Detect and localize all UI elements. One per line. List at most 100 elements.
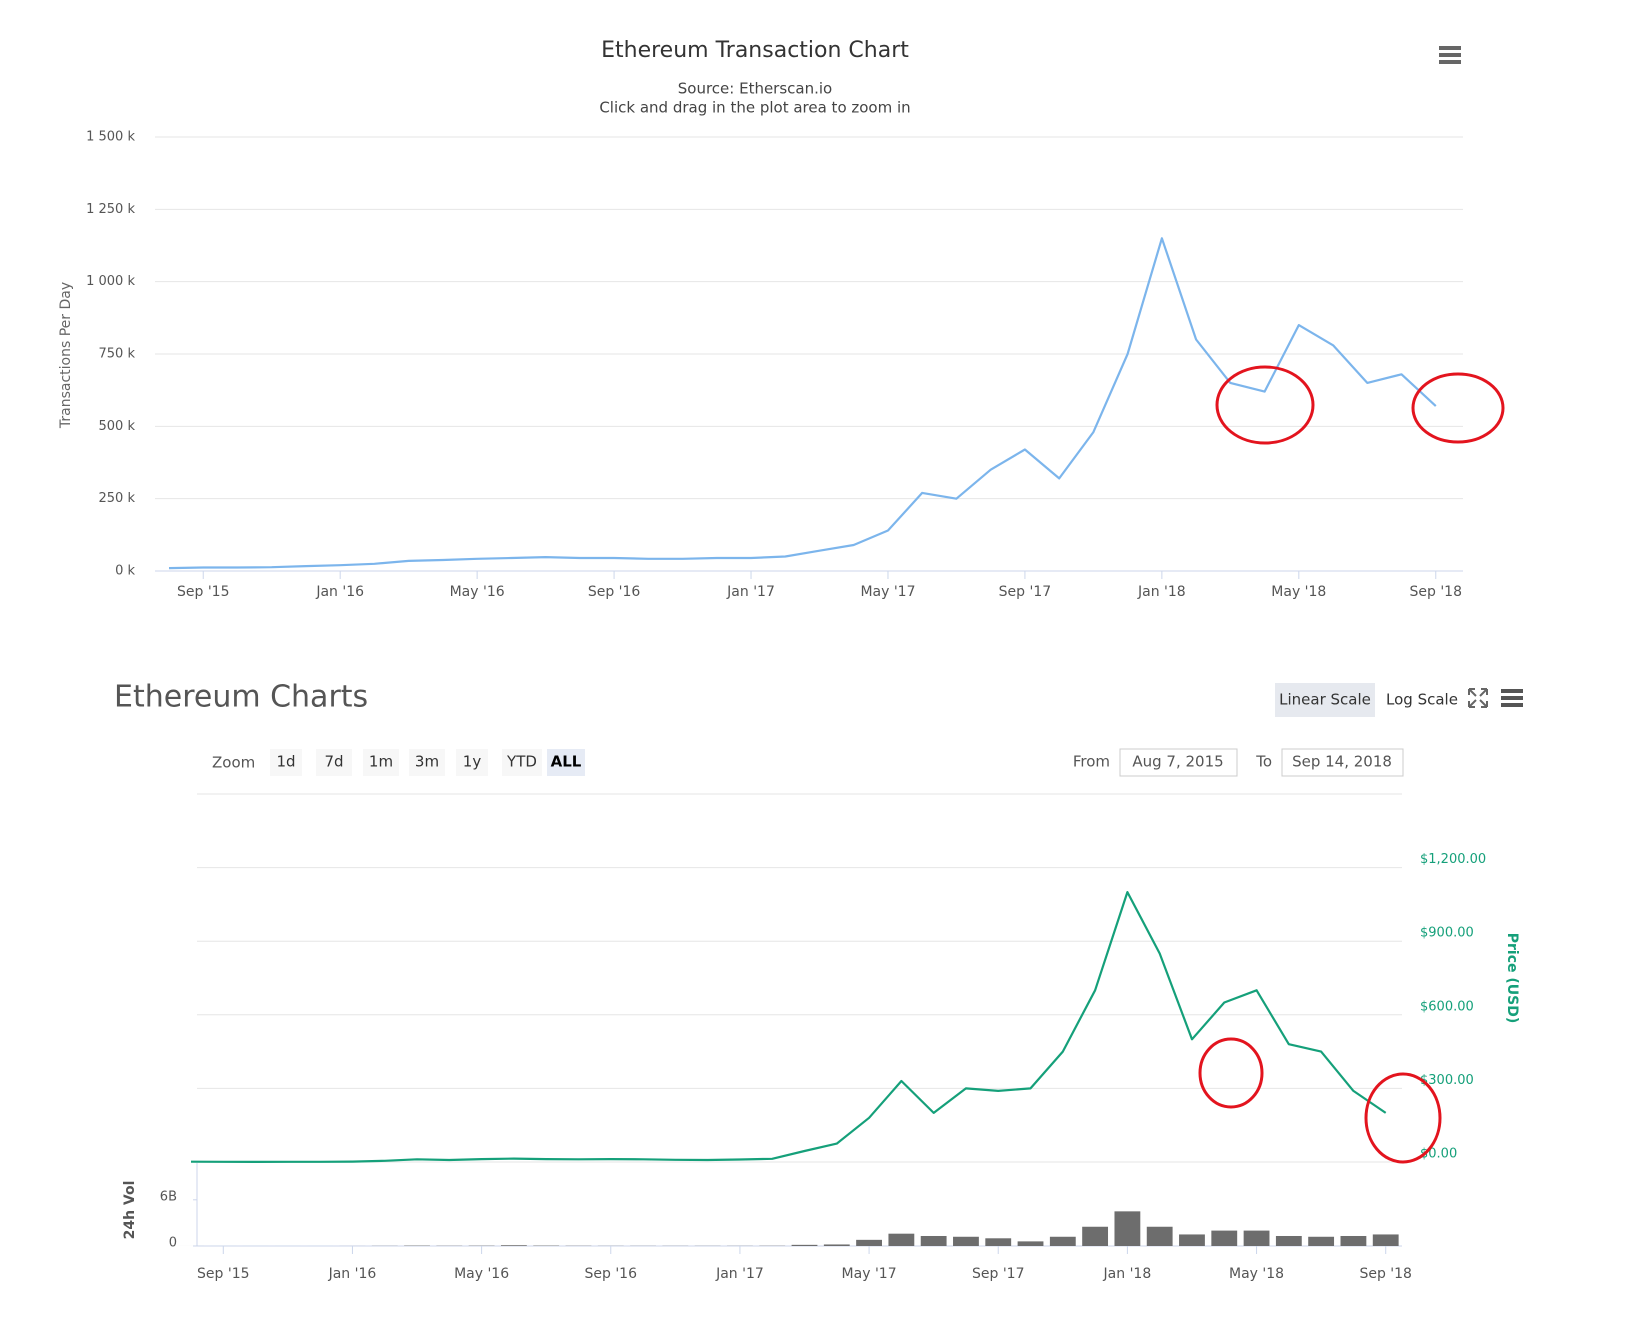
x-tick-label: May '16 [454,1266,509,1282]
bar [1211,1230,1238,1246]
x-tick-label: Sep '15 [197,1266,250,1282]
y-tick-label: 1 250 k [86,202,135,217]
menu-bar [1439,53,1461,57]
y-tick-label: 1 000 k [86,274,135,289]
x-tick-label: Jan '18 [1137,584,1186,600]
zoom-button[interactable]: 1m [363,749,399,776]
menu-button[interactable] [1439,46,1461,64]
to-label: To [1255,753,1272,771]
button-label: Log Scale [1386,691,1458,709]
button-bg [456,749,488,776]
y-tick-label: 0 k [115,564,135,579]
x-tick-label: Sep '18 [1359,1266,1412,1282]
bar [1049,1236,1076,1246]
y-tick-label: $300.00 [1420,1073,1474,1088]
y-axis-label: Price (USD) [1504,933,1520,1024]
bar [1114,1211,1141,1246]
button-label: 1d [276,753,295,771]
zoom-label: Zoom [212,754,255,772]
bar [791,1244,818,1246]
section-title: Ethereum Charts [114,680,368,715]
from-input[interactable] [1119,748,1238,777]
to-input[interactable] [1281,748,1404,777]
bar [1243,1230,1270,1246]
x-tick-label: Jan '16 [315,584,364,600]
button-label: 7d [324,753,343,771]
bar [1340,1235,1367,1246]
button-bg [502,749,542,776]
y-tick-label: $900.00 [1420,926,1474,941]
zoom-button[interactable]: ALL [547,749,585,776]
bar [1275,1235,1302,1246]
navigator-bg [197,1163,1402,1246]
x-tick-label: Sep '15 [177,584,230,600]
from-label: From [1073,753,1110,771]
y-tick-label: 500 k [99,419,136,434]
zoom-button[interactable]: 3m [409,749,445,776]
fullscreen-icon [1468,688,1488,708]
scale-button[interactable]: Linear Scale [1275,683,1375,717]
annotation-circle [1215,365,1315,445]
x-tick-label: Jan '17 [715,1266,764,1282]
chart-title: Ethereum Transaction Chart [601,38,909,63]
button-label: 1m [369,753,393,771]
bar [1308,1236,1335,1246]
data-line [190,891,1387,1163]
menu-bar [1501,703,1523,707]
bar [1179,1234,1205,1246]
chart-note: Click and drag in the plot area to zoom … [599,99,910,117]
zoom-button[interactable]: 1y [456,749,488,776]
button-bg [270,749,302,776]
bar [856,1239,882,1246]
bar [1082,1226,1109,1246]
y-tick-label: 750 k [99,347,136,362]
bar [1372,1234,1399,1246]
fullscreen-button[interactable] [1468,688,1488,708]
x-tick-label: Jan '18 [1103,1266,1152,1282]
x-tick-label: Jan '16 [328,1266,377,1282]
menu-bar [1439,46,1461,50]
annotation-circle [1411,372,1505,444]
bar [1146,1226,1173,1246]
plots: Linear Scale Log Scale 1d 7d 1m 3m 1y YTD ALL 0 k… [86,130,1486,1283]
annotation-circle [1364,1072,1442,1164]
button-label: ALL [551,753,582,771]
y-axis-label: Transactions Per Day [58,282,74,429]
button-label: 1y [463,753,482,771]
bar [920,1235,947,1246]
scale-button[interactable]: Log Scale [1386,691,1458,709]
bar [953,1236,979,1246]
menu-bar [1439,60,1461,64]
button-bg [316,749,352,776]
chart-subtitle: Source: Etherscan.io [678,80,832,98]
menu-button[interactable] [1501,689,1523,707]
zoom-button[interactable]: 1d [270,749,302,776]
menu-bar [1501,696,1523,700]
y-tick-label: 1 500 k [86,130,135,145]
menu-bar [1501,689,1523,693]
button-label: Linear Scale [1279,691,1371,709]
x-tick-label: Jan '17 [726,584,775,600]
y-tick-label: 250 k [99,491,136,506]
bar [1017,1241,1044,1246]
x-tick-label: May '17 [842,1266,897,1282]
button-bg [547,749,585,776]
to-value: Sep 14, 2018 [1292,753,1392,771]
annotation-circle [1198,1037,1264,1109]
zoom-button[interactable]: 7d [316,749,352,776]
bar [500,1245,527,1246]
button-bg [1275,683,1375,717]
bar [888,1233,915,1246]
x-tick-label: Sep '16 [585,1266,638,1282]
button-bg [409,749,445,776]
x-tick-label: May '18 [1271,584,1326,600]
zoom-button[interactable]: YTD [502,749,542,776]
x-tick-label: Sep '16 [588,584,641,600]
x-tick-label: May '16 [450,584,505,600]
x-tick-label: May '18 [1229,1266,1284,1282]
y-tick-label: $1,200.00 [1420,852,1486,867]
data-line [168,237,1437,570]
y-tick-label: $600.00 [1420,999,1474,1014]
button-label: YTD [506,753,537,771]
